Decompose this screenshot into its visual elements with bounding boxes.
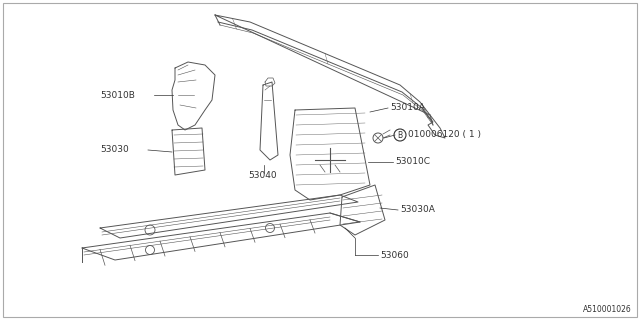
Text: 010006120 ( 1 ): 010006120 ( 1 ) (408, 131, 481, 140)
Text: 53010B: 53010B (100, 91, 135, 100)
Text: 53010A: 53010A (390, 103, 425, 113)
Text: 53060: 53060 (380, 251, 409, 260)
Text: 53030A: 53030A (400, 205, 435, 214)
Text: B: B (397, 131, 403, 140)
Text: 53040: 53040 (248, 171, 276, 180)
Text: 53010C: 53010C (395, 157, 430, 166)
Text: 53030: 53030 (100, 146, 129, 155)
Text: A510001026: A510001026 (583, 305, 632, 314)
